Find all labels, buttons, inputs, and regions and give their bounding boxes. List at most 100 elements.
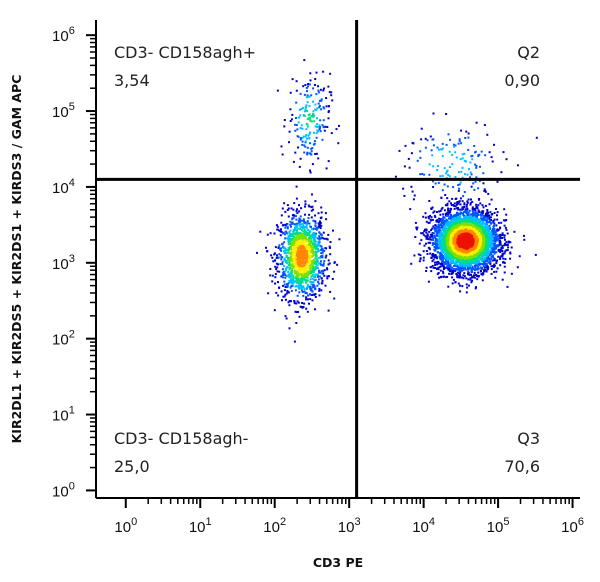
event-dot [510, 246, 513, 249]
event-dot [309, 169, 311, 172]
event-dot [449, 217, 452, 220]
event-dot [450, 207, 452, 210]
event-dot [294, 254, 297, 257]
event-dot [456, 254, 459, 257]
event-dot [309, 72, 312, 75]
event-dot [443, 209, 446, 212]
event-dot [295, 273, 298, 276]
event-dot [275, 268, 278, 271]
event-dot [291, 256, 294, 259]
event-dot [483, 219, 486, 222]
event-dot [310, 153, 313, 156]
event-dot [457, 276, 460, 279]
event-dot [314, 153, 317, 155]
event-dot [288, 272, 291, 275]
event-dot [475, 121, 478, 124]
event-dot [482, 206, 485, 209]
event-dot [296, 248, 299, 250]
event-dot [442, 268, 445, 270]
event-dot [289, 91, 292, 94]
event-dot [450, 267, 452, 270]
event-dot [462, 213, 465, 216]
event-dot [274, 246, 277, 249]
event-dot [446, 204, 449, 207]
event-dot [294, 310, 297, 313]
event-dot [468, 274, 471, 277]
event-dot [444, 228, 447, 231]
event-dot [483, 188, 486, 191]
event-dot [306, 153, 309, 156]
event-dot [493, 248, 496, 250]
event-dot [459, 251, 462, 254]
event-dot [423, 230, 426, 233]
event-dot [294, 227, 297, 230]
event-dot [307, 258, 309, 261]
event-dot [457, 184, 460, 187]
event-dot [480, 263, 483, 265]
event-dot [480, 273, 483, 276]
event-dot [420, 239, 423, 242]
event-dot [426, 234, 429, 237]
event-dot [431, 260, 434, 263]
event-dot [495, 260, 498, 263]
event-dot [288, 247, 291, 250]
event-dot [304, 240, 307, 243]
event-dot [439, 262, 442, 265]
event-dot [281, 261, 284, 264]
event-dot [476, 278, 479, 281]
event-dot [439, 269, 442, 272]
event-dot [323, 129, 326, 132]
event-dot [446, 275, 449, 278]
event-dot [314, 78, 317, 80]
event-dot [477, 275, 480, 277]
event-dot [455, 272, 458, 275]
event-dot [436, 220, 439, 223]
event-dot [490, 222, 492, 225]
event-dot [295, 275, 298, 278]
event-dot [454, 267, 457, 270]
event-dot [304, 205, 306, 208]
event-dot [470, 281, 473, 284]
event-dot [491, 230, 493, 233]
event-dot [464, 173, 466, 176]
event-dot [275, 224, 278, 227]
event-dot [490, 253, 493, 256]
event-dot [438, 231, 441, 234]
event-dot [471, 210, 474, 213]
event-dot [441, 232, 444, 235]
event-dot [305, 280, 308, 283]
event-dot [474, 264, 476, 267]
event-dot [310, 216, 313, 219]
event-dot [328, 262, 331, 265]
event-dot [294, 129, 297, 132]
event-dot [430, 270, 433, 273]
event-dot [312, 100, 314, 103]
event-dot [477, 204, 480, 207]
event-dot [421, 232, 424, 235]
event-dot [440, 258, 443, 261]
event-dot [481, 210, 484, 213]
event-dot [311, 294, 313, 296]
event-dot [312, 293, 315, 296]
event-dot [433, 256, 436, 259]
event-dot [505, 213, 508, 216]
event-dot [310, 266, 313, 269]
event-dot [482, 182, 485, 185]
event-dot [473, 274, 475, 277]
event-dot [293, 244, 296, 247]
event-dot [462, 277, 465, 280]
event-dot [317, 242, 320, 245]
event-dot [299, 266, 302, 269]
event-dot [435, 261, 438, 264]
event-dot [484, 253, 487, 256]
event-dot [288, 274, 291, 277]
event-dot [461, 176, 464, 179]
event-dot [288, 279, 291, 282]
event-dot [299, 215, 302, 218]
event-dot [432, 266, 435, 269]
event-dot [274, 265, 277, 268]
event-dot [437, 165, 440, 167]
event-dot [300, 259, 303, 262]
event-dot [319, 222, 322, 225]
event-dot [313, 269, 316, 272]
